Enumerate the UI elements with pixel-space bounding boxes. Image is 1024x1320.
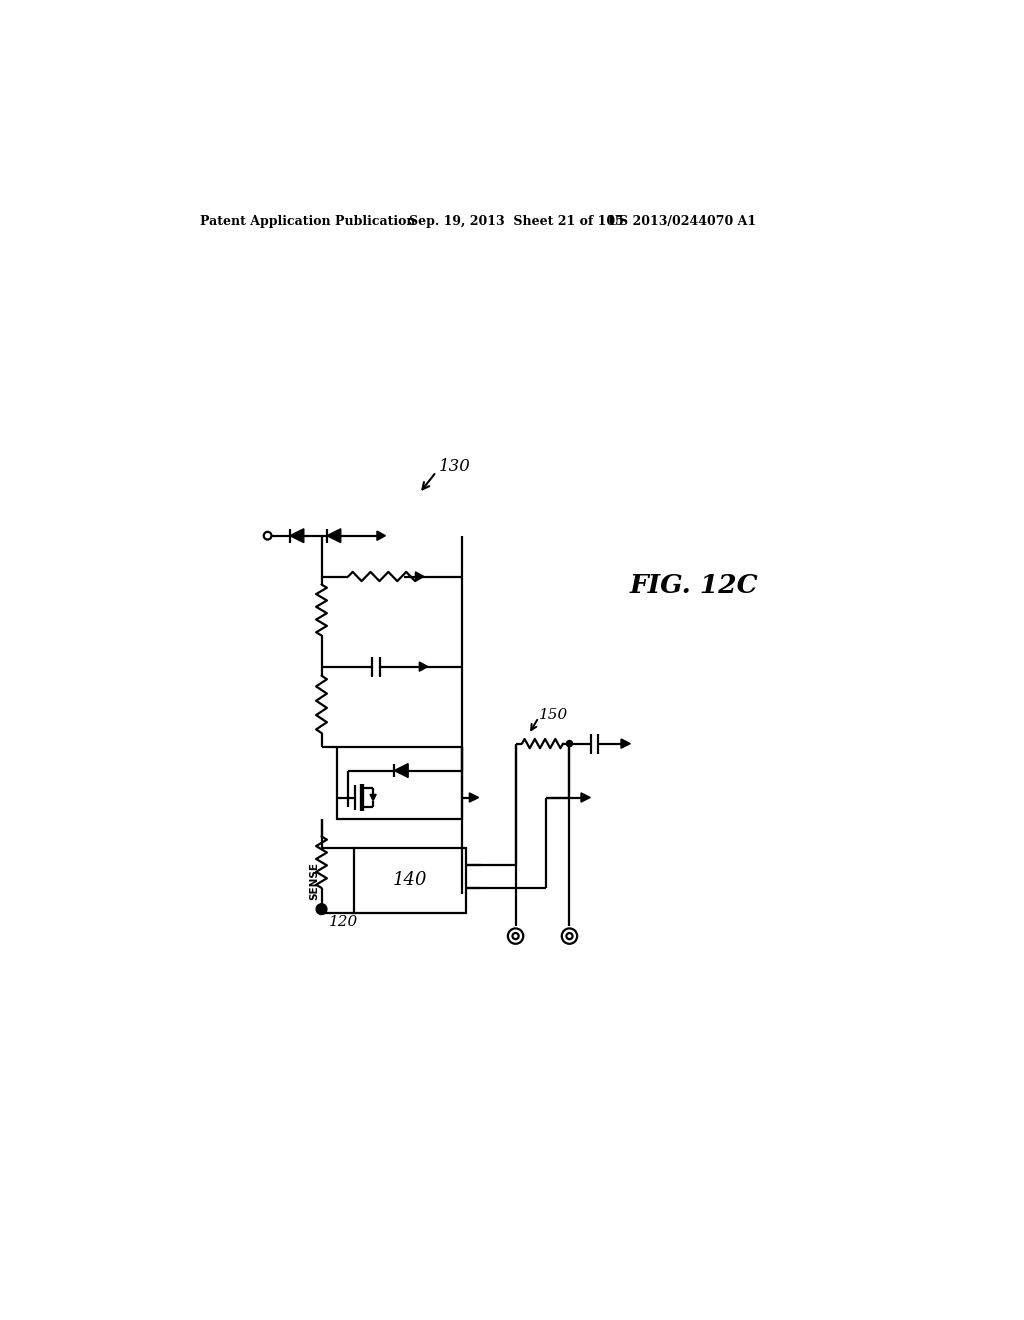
Text: 140: 140 bbox=[392, 871, 427, 890]
Polygon shape bbox=[327, 529, 341, 543]
Polygon shape bbox=[290, 529, 304, 543]
Polygon shape bbox=[621, 739, 631, 748]
Circle shape bbox=[566, 741, 572, 747]
Circle shape bbox=[316, 904, 327, 915]
Text: 130: 130 bbox=[438, 458, 470, 475]
Polygon shape bbox=[370, 795, 376, 800]
Bar bbox=[337, 747, 462, 818]
Polygon shape bbox=[377, 531, 385, 540]
Polygon shape bbox=[419, 663, 428, 671]
Polygon shape bbox=[581, 793, 590, 803]
Text: US 2013/0244070 A1: US 2013/0244070 A1 bbox=[608, 215, 756, 228]
Text: 120: 120 bbox=[330, 915, 358, 929]
Text: Sep. 19, 2013  Sheet 21 of 105: Sep. 19, 2013 Sheet 21 of 105 bbox=[410, 215, 624, 228]
Text: SENSE: SENSE bbox=[309, 862, 319, 900]
Polygon shape bbox=[469, 793, 478, 803]
Text: Patent Application Publication: Patent Application Publication bbox=[200, 215, 416, 228]
Text: FIG. 12C: FIG. 12C bbox=[630, 573, 758, 598]
Bar bbox=[354, 847, 466, 913]
Polygon shape bbox=[416, 572, 424, 581]
Text: 150: 150 bbox=[539, 708, 568, 722]
Polygon shape bbox=[394, 763, 409, 777]
